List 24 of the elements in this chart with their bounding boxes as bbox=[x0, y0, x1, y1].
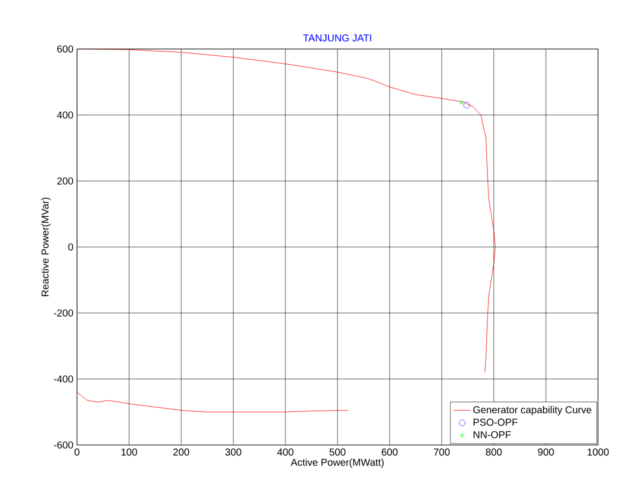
x-tick-label: 600 bbox=[382, 448, 398, 456]
x-tick-label: 200 bbox=[173, 448, 190, 456]
legend-label: Generator capability Curve bbox=[473, 406, 592, 416]
y-tick-label: 200 bbox=[57, 177, 74, 185]
x-tick-label: 400 bbox=[277, 448, 294, 456]
x-tick-label: 700 bbox=[434, 448, 450, 456]
legend-label: PSO-OPF bbox=[474, 418, 518, 426]
legend-label: NN-OPF bbox=[474, 431, 511, 438]
x-tick-label: 1000 bbox=[588, 448, 609, 456]
chart-title: TANJUNG JATI bbox=[303, 34, 372, 42]
x-tick-label: 0 bbox=[74, 448, 80, 456]
y-tick-label: -200 bbox=[54, 309, 74, 317]
y-axis-title: Reactive Power(MVar) bbox=[41, 198, 51, 296]
x-tick-label: 500 bbox=[330, 448, 346, 456]
x-tick-label: 800 bbox=[486, 448, 502, 456]
x-tick-label: 300 bbox=[225, 448, 242, 456]
x-tick-label: 900 bbox=[538, 448, 554, 456]
x-axis-title: Active Power(MWatt) bbox=[290, 458, 384, 468]
y-tick-label: 400 bbox=[57, 111, 74, 119]
y-tick-label: 600 bbox=[57, 45, 74, 53]
y-tick-label: -600 bbox=[54, 441, 74, 449]
y-tick-label: -400 bbox=[54, 375, 74, 383]
y-tick-label: 0 bbox=[68, 243, 74, 251]
x-tick-label: 100 bbox=[122, 448, 138, 456]
